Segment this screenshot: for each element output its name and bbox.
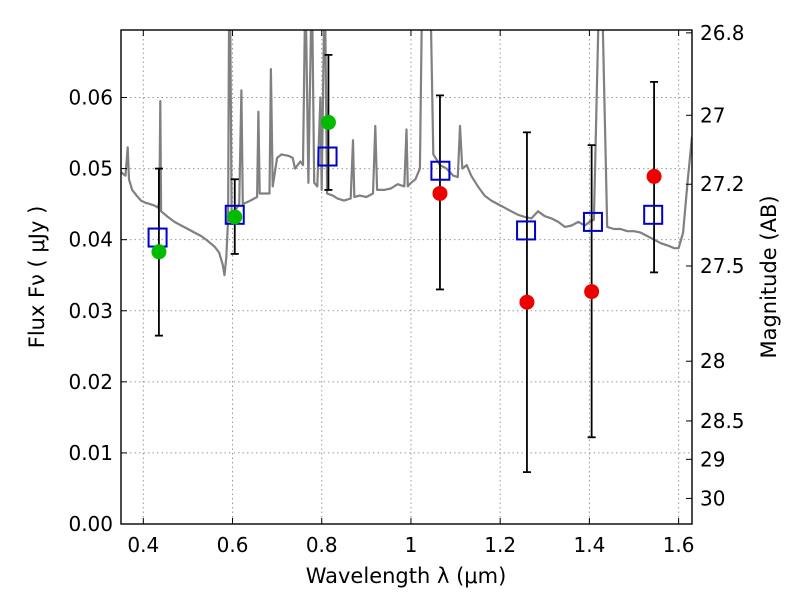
plot-frame bbox=[120, 29, 693, 525]
y-axis-right-label: Magnitude (AB) bbox=[757, 195, 781, 358]
model-spectrum-line bbox=[121, 30, 692, 277]
x-tick-label: 1.4 bbox=[573, 533, 605, 557]
y-tick-label: 0.04 bbox=[68, 228, 113, 252]
y-axis-label: Flux Fν ( μJy ) bbox=[25, 206, 49, 349]
x-axis-label: Wavelength λ (μm) bbox=[306, 564, 507, 588]
x-tick-label: 1.2 bbox=[484, 533, 516, 557]
y-tick-label: 0.01 bbox=[68, 441, 113, 465]
x-tick-label: 1 bbox=[405, 533, 418, 557]
plot-background bbox=[121, 30, 692, 524]
y-tick-label: 0.02 bbox=[68, 370, 113, 394]
red-data-point bbox=[646, 168, 662, 184]
model-square-marker bbox=[430, 160, 451, 181]
right-tick-label: 27 bbox=[700, 103, 725, 127]
red-data-point bbox=[519, 294, 535, 310]
model-square-marker bbox=[643, 204, 664, 225]
plot-markers bbox=[147, 53, 664, 474]
x-tick-label: 0.4 bbox=[127, 533, 159, 557]
ticks: 0.4 0.6 0.8 1 1.2 1.4 1.6 0.00 0.01 0.02 0.03 0.04 0… bbox=[68, 21, 744, 557]
red-data-point bbox=[584, 284, 600, 300]
x-tick-label: 0.6 bbox=[217, 533, 249, 557]
model-square-marker bbox=[516, 220, 537, 241]
right-tick-label: 27.2 bbox=[700, 172, 745, 196]
model-square-marker bbox=[317, 146, 338, 167]
right-tick-label: 28.5 bbox=[700, 409, 745, 433]
right-tick-label: 28 bbox=[700, 349, 725, 373]
y-tick-label: 0.03 bbox=[68, 299, 113, 323]
green-data-point bbox=[151, 244, 167, 260]
right-tick-label: 27.5 bbox=[700, 254, 745, 278]
y-tick-label: 0.05 bbox=[68, 157, 113, 181]
y-tick-label: 0.00 bbox=[68, 512, 113, 536]
red-data-point bbox=[432, 185, 448, 201]
right-tick-label: 26.8 bbox=[700, 21, 745, 45]
green-data-point bbox=[320, 114, 336, 130]
x-tick-label: 1.6 bbox=[663, 533, 695, 557]
right-tick-label: 30 bbox=[700, 486, 725, 510]
model-square-marker bbox=[582, 211, 603, 232]
y-tick-label: 0.06 bbox=[68, 86, 113, 110]
green-data-point bbox=[227, 209, 243, 225]
x-tick-label: 0.8 bbox=[306, 533, 338, 557]
plot-series bbox=[121, 30, 692, 277]
right-tick-label: 29 bbox=[700, 447, 725, 471]
